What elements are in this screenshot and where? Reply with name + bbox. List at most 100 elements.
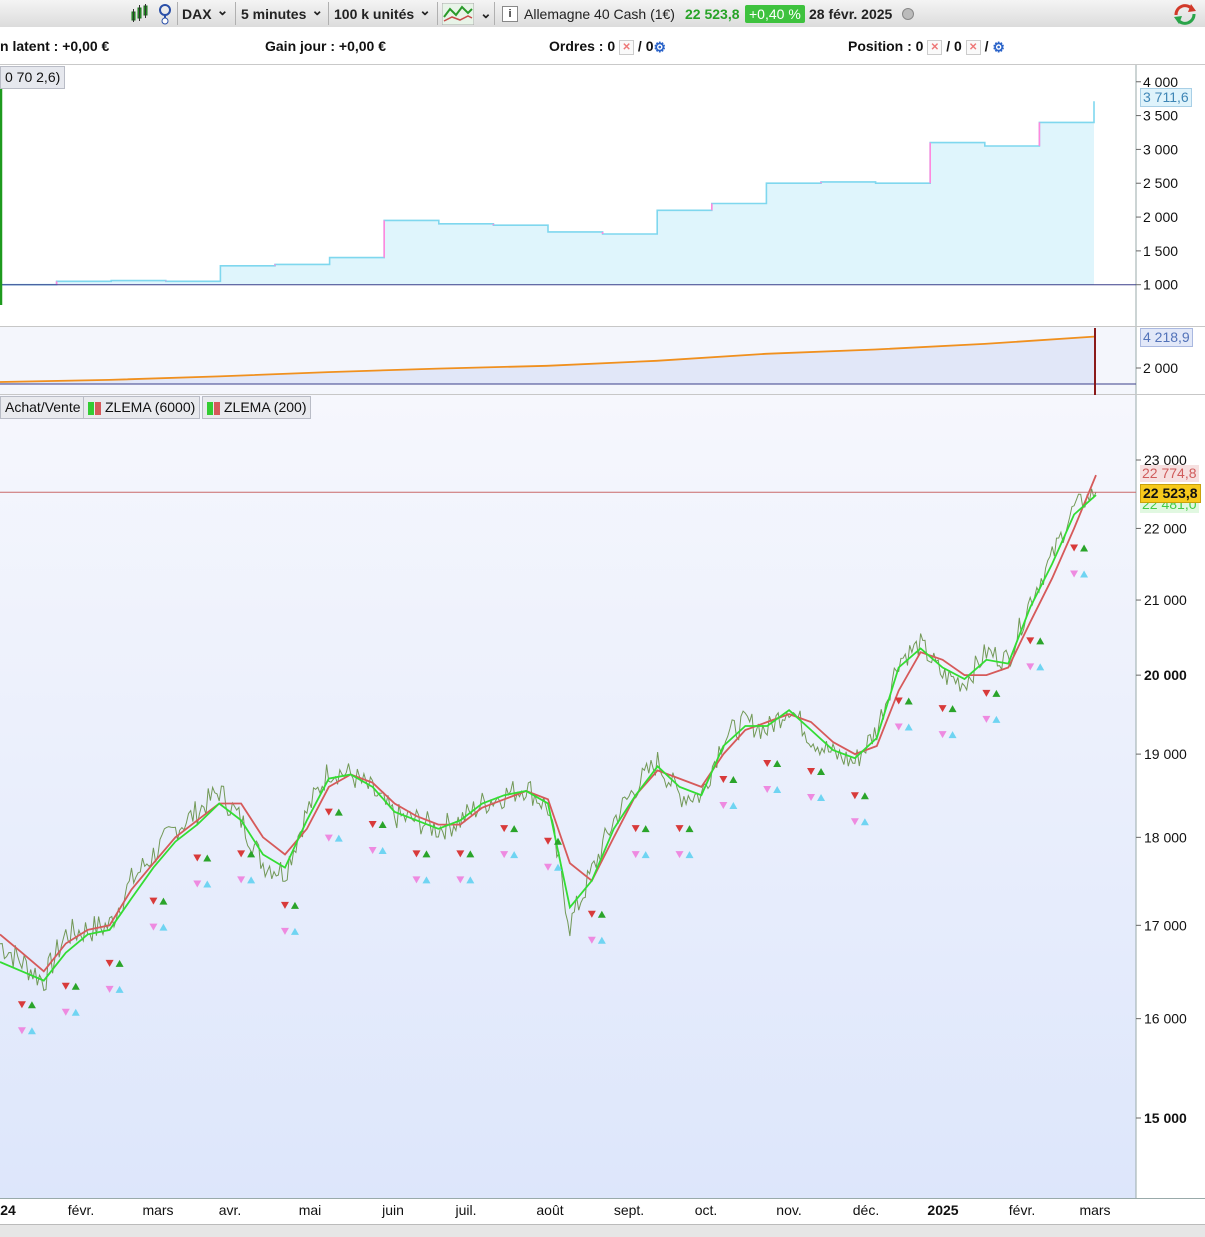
x-label-7: août [536,1202,564,1218]
short-arrow-icon [938,731,947,739]
sell-arrow-icon [280,901,289,909]
long-arrow-icon [1036,663,1045,671]
orders-slash: / 0 [637,38,654,54]
close-position-icon[interactable]: ✕ [927,39,943,55]
panel2-last-value: 4 218,9 [1140,328,1193,347]
sell-arrow-icon [1070,544,1079,552]
buy-arrow-icon [948,705,957,713]
long-arrow-icon [1080,570,1089,578]
change-badge: +0,40 % [741,3,805,24]
buy-arrow-icon [510,825,519,833]
equity-panel-tag[interactable]: 0 70 2,6) [0,66,66,89]
position-count: Position : 0 [848,38,924,54]
sell-arrow-icon [850,792,859,800]
long-arrow-icon [992,715,1001,723]
buy-arrow-icon [1080,544,1089,552]
long-arrow-icon [641,851,650,859]
long-arrow-icon [510,851,519,859]
buy-arrow-icon [641,825,650,833]
candlestick-icon[interactable] [130,3,152,24]
indicator-icon[interactable] [442,2,476,25]
buy-arrow-icon [773,759,782,767]
buy-arrow-icon [71,982,80,990]
short-arrow-icon [719,802,728,810]
bottom-scrollbar[interactable] [0,1224,1205,1237]
price-tick-label: 21 000 [1144,592,1187,608]
legend-zlema-6000[interactable]: ZLEMA (6000) [83,396,201,419]
x-label-4: mai [298,1202,322,1218]
x-label-6: juil. [455,1202,477,1218]
sell-arrow-icon [61,982,70,990]
sell-arrow-icon [631,825,640,833]
sell-arrow-icon [544,837,552,845]
short-arrow-icon [149,923,158,931]
sell-arrow-icon [324,808,333,816]
sell-arrow-icon [675,825,684,833]
long-arrow-icon [860,818,869,826]
buy-arrow-icon [1036,637,1045,645]
refresh-icon[interactable] [1172,3,1198,25]
short-arrow-icon [544,863,552,871]
short-arrow-icon [763,785,772,793]
equity-tick-label: 2 000 [1143,209,1178,225]
sell-arrow-icon [938,705,947,713]
long-arrow-icon [729,802,738,810]
short-arrow-icon [500,851,509,859]
chevron-down-icon[interactable]: ⌄ [480,5,492,21]
orders-status: Ordres : 0 ✕ / 0⚙ [549,38,666,56]
position-status: Position : 0 ✕ / 0 ✕ / ⚙ [848,38,1005,56]
buy-arrow-icon [290,901,299,909]
price-tick-label: 20 000 [1144,667,1187,683]
short-arrow-icon [631,851,640,859]
long-arrow-icon [378,847,387,855]
position-slash-1: / 0 [946,38,962,54]
x-label-2: mars [142,1202,174,1218]
short-arrow-icon [894,723,903,731]
sell-arrow-icon [237,850,246,858]
zlema-200-line [0,474,1097,973]
cancel-orders-icon[interactable]: ✕ [619,39,635,55]
price-line [0,488,1097,992]
x-label-1: févr. [67,1202,95,1218]
x-label-0: 24 [0,1202,16,1218]
panel2-area [0,336,1094,384]
sell-arrow-icon [105,959,114,967]
chart-area[interactable]: 4 000 3 500 3 000 2 500 2 000 1 500 1 000 2 000… [0,65,1205,1224]
legend-zlema-200-label: ZLEMA (200) [224,399,307,415]
position-settings-icon[interactable]: ⚙ [992,38,1005,55]
sell-arrow-icon [456,850,465,858]
sell-arrow-icon [368,821,377,829]
alert-icon[interactable] [155,3,175,24]
symbol-select[interactable]: DAX [182,3,228,24]
short-arrow-icon [324,834,333,842]
timeframe-select[interactable]: 5 minutes [241,3,323,24]
orders-count: Ordres : 0 [549,38,616,54]
daily-gain: Gain jour : +0,00 € [265,38,386,54]
x-label-12: 2025 [927,1202,959,1218]
short-arrow-icon [850,818,859,826]
sell-arrow-icon [587,910,596,918]
quote-date: 28 févr. 2025 [809,5,893,22]
long-arrow-icon [597,936,606,944]
legend-buy-sell[interactable]: Achat/Vente [0,396,86,419]
sell-arrow-icon [500,825,509,833]
legend-zlema-200[interactable]: ZLEMA (200) [202,396,312,419]
info-icon[interactable]: i [502,3,518,24]
short-arrow-icon [587,936,596,944]
short-arrow-icon [412,876,421,884]
equity-tick-label: 4 000 [1143,74,1178,90]
x-label-3: avr. [218,1202,242,1218]
sell-arrow-icon [982,689,991,697]
long-arrow-icon [773,785,782,793]
buy-arrow-icon [159,897,168,905]
price-tick-label: 18 000 [1144,829,1187,845]
units-select[interactable]: 100 k unités [334,3,431,24]
close-position-icon-2[interactable]: ✕ [965,39,981,55]
orders-settings-icon[interactable]: ⚙ [653,38,667,55]
equity-area [2,101,1094,285]
instrument-name: Allemagne 40 Cash (1€) [524,5,675,22]
short-arrow-icon [280,927,289,935]
sell-arrow-icon [763,759,772,767]
last-price: 22 523,8 [685,5,740,22]
long-arrow-icon [27,1027,36,1035]
